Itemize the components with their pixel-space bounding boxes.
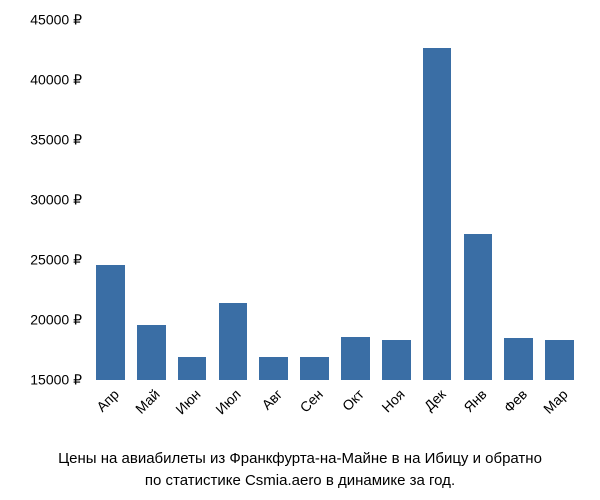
y-tick-label: 25000 ₽: [30, 252, 82, 269]
x-tick-label: Июн: [172, 386, 203, 417]
bar: [382, 340, 411, 380]
plot-area: [90, 20, 580, 380]
y-axis: 15000 ₽20000 ₽25000 ₽30000 ₽35000 ₽40000…: [0, 20, 90, 380]
x-axis: Апр Май Июн Июл Авг Сен Окт Ноя Дек Янв Фев Мар: [90, 380, 580, 440]
x-tick-label: Май: [132, 386, 163, 417]
x-tick-label: Окт: [339, 386, 367, 414]
y-tick-label: 20000 ₽: [30, 312, 82, 329]
y-tick-label: 15000 ₽: [30, 372, 82, 389]
bar: [137, 325, 166, 380]
bar: [545, 340, 574, 380]
x-tick-label: Янв: [460, 386, 489, 415]
x-tick-label: Фев: [500, 386, 530, 416]
x-tick-label: Сен: [296, 386, 325, 415]
bar: [464, 234, 493, 380]
caption-line-2: по статистике Csmia.aero в динамике за г…: [0, 472, 600, 489]
bar: [341, 337, 370, 380]
y-tick-label: 45000 ₽: [30, 12, 82, 29]
x-tick-label: Ноя: [378, 386, 407, 415]
bar: [300, 357, 329, 380]
y-tick-label: 30000 ₽: [30, 192, 82, 209]
bar: [219, 303, 248, 380]
bar: [96, 265, 125, 380]
bar: [423, 48, 452, 380]
x-tick-label: Мар: [540, 386, 571, 417]
x-tick-label: Авг: [258, 386, 285, 413]
y-tick-label: 40000 ₽: [30, 72, 82, 89]
x-tick-label: Июл: [213, 386, 244, 417]
caption-line-1: Цены на авиабилеты из Франкфурта-на-Майн…: [0, 450, 600, 467]
bar: [259, 357, 288, 380]
y-tick-label: 35000 ₽: [30, 132, 82, 149]
x-tick-label: Дек: [421, 386, 449, 414]
bar: [178, 357, 207, 380]
x-tick-label: Апр: [93, 386, 122, 415]
bar: [504, 338, 533, 380]
chart-container: 15000 ₽ 20000 ₽ 25000 ₽ 30000 ₽ 35000 ₽ 40000…: [0, 0, 600, 500]
